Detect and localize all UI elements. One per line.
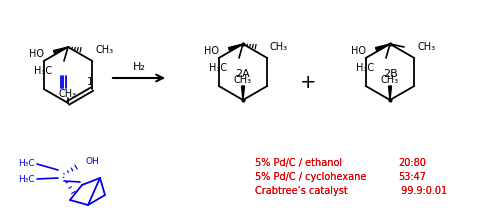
Text: H₃C: H₃C <box>34 66 52 76</box>
Text: HO: HO <box>351 46 366 56</box>
Text: 2B: 2B <box>382 69 398 79</box>
Text: 99.9:0.01: 99.9:0.01 <box>398 186 447 196</box>
Text: H₂: H₂ <box>132 62 145 72</box>
Text: CH₃: CH₃ <box>417 42 435 52</box>
Polygon shape <box>388 86 392 100</box>
Text: OH: OH <box>85 157 99 166</box>
Text: 5% Pd/C / ethanol: 5% Pd/C / ethanol <box>255 158 342 168</box>
Text: H₃C: H₃C <box>18 159 35 168</box>
Text: 20:80: 20:80 <box>398 158 426 168</box>
Text: CH₃: CH₃ <box>234 75 252 85</box>
Text: 20:80: 20:80 <box>398 158 426 168</box>
Polygon shape <box>242 86 244 100</box>
Text: CH₃: CH₃ <box>270 42 288 52</box>
Text: CH₃: CH₃ <box>59 89 77 99</box>
Text: +: + <box>300 73 316 91</box>
Text: 5% Pd/C / ethanol: 5% Pd/C / ethanol <box>255 158 342 168</box>
Text: 1: 1 <box>86 77 94 87</box>
Polygon shape <box>54 47 68 53</box>
Text: HO: HO <box>29 49 44 59</box>
Text: 53:47: 53:47 <box>398 172 426 182</box>
Text: 5% Pd/C / cyclohexane: 5% Pd/C / cyclohexane <box>255 172 366 182</box>
Text: H₃C: H₃C <box>18 175 35 185</box>
Text: CH₃: CH₃ <box>95 45 113 55</box>
Text: Crabtree’s catalyst: Crabtree’s catalyst <box>255 186 348 196</box>
Polygon shape <box>228 44 243 50</box>
Text: HO: HO <box>204 46 219 56</box>
Text: 5% Pd/C / cyclohexane: 5% Pd/C / cyclohexane <box>255 172 366 182</box>
Text: CH₃: CH₃ <box>381 75 399 85</box>
Text: Crabtree’s catalyst: Crabtree’s catalyst <box>255 186 348 196</box>
Text: 53:47: 53:47 <box>398 172 426 182</box>
Text: H₃C: H₃C <box>356 63 374 73</box>
Polygon shape <box>376 44 390 50</box>
Text: 99.9:0.01: 99.9:0.01 <box>398 186 447 196</box>
Text: 2A: 2A <box>236 69 250 79</box>
Text: H₃C: H₃C <box>209 63 227 73</box>
